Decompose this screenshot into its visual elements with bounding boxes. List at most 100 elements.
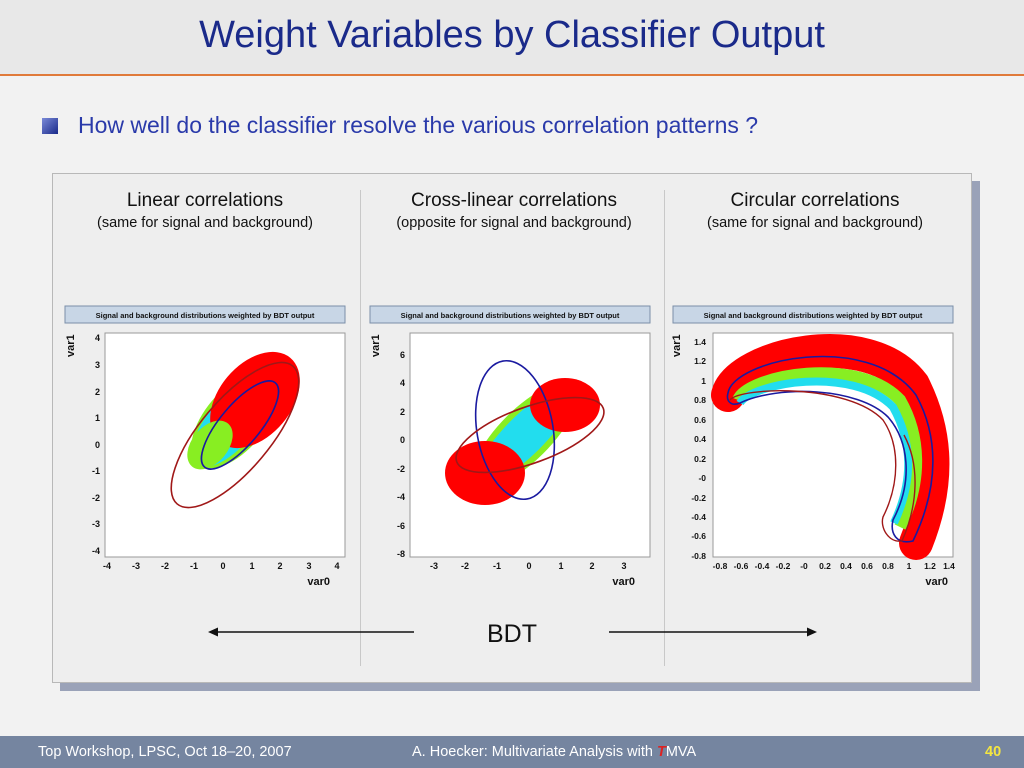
plot-header-box bbox=[672, 305, 954, 324]
column-subtitle: (same for signal and background) bbox=[706, 215, 923, 231]
contour-background bbox=[729, 390, 916, 542]
x-tick-label: 3 bbox=[306, 561, 311, 571]
x-tick-label: 1.4 bbox=[943, 561, 955, 571]
y-tick-label: -2 bbox=[397, 464, 405, 474]
x-tick-label: 0 bbox=[526, 561, 531, 571]
y-tick-label: -4 bbox=[92, 546, 100, 556]
footer-event: Top Workshop, LPSC, Oct 18–20, 2007 bbox=[38, 744, 292, 760]
x-axis-label: var0 bbox=[612, 576, 635, 588]
y-tick-label: 1 bbox=[701, 376, 706, 386]
left-arrow-icon bbox=[208, 627, 414, 637]
footer: Top Workshop, LPSC, Oct 18–20, 2007 A. H… bbox=[0, 736, 1024, 768]
x-axis-label: var0 bbox=[307, 576, 330, 588]
y-axis-label: var1 bbox=[671, 334, 683, 357]
contour-background bbox=[455, 396, 605, 474]
x-tick-label: 1.2 bbox=[924, 561, 936, 571]
plot-header-box bbox=[369, 305, 651, 324]
plot-header-text: Signal and background distributions weig… bbox=[96, 311, 315, 320]
contour-signal bbox=[726, 355, 934, 543]
y-tick-label: 4 bbox=[400, 378, 405, 388]
column-divider bbox=[664, 190, 665, 666]
x-tick-label: -0.6 bbox=[734, 561, 749, 571]
bullet-text: How well do the classifier resolve the v… bbox=[78, 112, 759, 138]
x-tick-label: 1 bbox=[558, 561, 563, 571]
y-tick-label: -4 bbox=[397, 492, 405, 502]
y-tick-label: 0.8 bbox=[694, 395, 706, 405]
x-tick-label: 3 bbox=[621, 561, 626, 571]
footer-author: A. Hoecker: Multivariate Analysis with T… bbox=[412, 744, 696, 760]
plot-cross-linear: Signal and background distributions weig… bbox=[369, 305, 651, 588]
y-tick-label: 2 bbox=[95, 387, 100, 397]
column-divider bbox=[360, 190, 361, 666]
column-subtitle: (same for signal and background) bbox=[96, 215, 313, 231]
right-arrow-icon bbox=[609, 627, 817, 637]
y-tick-label: 0.6 bbox=[694, 415, 706, 425]
y-tick-label: -0 bbox=[698, 473, 706, 483]
y-axis-label: var1 bbox=[65, 334, 77, 357]
y-axis-label: var1 bbox=[370, 334, 382, 357]
page-number: 40 bbox=[985, 744, 1002, 760]
x-tick-label: -2 bbox=[461, 561, 469, 571]
contour-signal bbox=[474, 359, 556, 501]
x-tick-label: -3 bbox=[430, 561, 438, 571]
x-tick-label: 0.4 bbox=[840, 561, 852, 571]
y-tick-label: 2 bbox=[400, 407, 405, 417]
x-tick-label: -4 bbox=[103, 561, 111, 571]
y-tick-label: 3 bbox=[95, 360, 100, 370]
y-tick-label: -3 bbox=[92, 519, 100, 529]
x-tick-label: -2 bbox=[161, 561, 169, 571]
x-tick-label: 1 bbox=[907, 561, 912, 571]
column-header-cross-linear: Cross-linear correlations (opposite for … bbox=[364, 190, 664, 231]
column-title: Linear correlations bbox=[126, 190, 284, 211]
y-tick-label: 1 bbox=[95, 413, 100, 423]
x-tick-label: 0.6 bbox=[861, 561, 873, 571]
x-tick-label: -0.8 bbox=[713, 561, 728, 571]
y-tick-label: 0.2 bbox=[694, 454, 706, 464]
contour-signal bbox=[200, 380, 280, 470]
plot-header-text: Signal and background distributions weig… bbox=[704, 311, 923, 320]
y-tick-label: -0.4 bbox=[691, 512, 706, 522]
plot-header-box bbox=[64, 305, 346, 324]
y-tick-label: 1.4 bbox=[694, 337, 706, 347]
plot-header-text: Signal and background distributions weig… bbox=[401, 311, 620, 320]
column-header-circular: Circular correlations (same for signal a… bbox=[665, 190, 965, 231]
y-tick-label: 0 bbox=[400, 435, 405, 445]
bdt-label: BDT bbox=[487, 620, 537, 648]
x-tick-label: -0.4 bbox=[755, 561, 770, 571]
y-tick-label: -0.8 bbox=[691, 551, 706, 561]
plot-linear: Signal and background distributions weig… bbox=[64, 305, 346, 588]
bullet-row: How well do the classifier resolve the v… bbox=[42, 112, 758, 139]
y-tick-label: 6 bbox=[400, 350, 405, 360]
x-tick-label: 0.2 bbox=[819, 561, 831, 571]
x-tick-label: -3 bbox=[132, 561, 140, 571]
footer-tmva-suffix: MVA bbox=[665, 744, 697, 760]
y-tick-label: -0.2 bbox=[691, 493, 706, 503]
contour-background bbox=[170, 361, 300, 509]
y-tick-label: -6 bbox=[397, 521, 405, 531]
y-tick-label: 0.4 bbox=[694, 434, 706, 444]
x-tick-label: -0.2 bbox=[776, 561, 791, 571]
x-tick-label: 0 bbox=[220, 561, 225, 571]
plot-circular: Signal and background distributions weig… bbox=[671, 305, 955, 588]
x-tick-label: 1 bbox=[249, 561, 254, 571]
column-title: Cross-linear correlations bbox=[411, 190, 617, 211]
slide-title: Weight Variables by Classifier Output bbox=[199, 14, 825, 56]
x-tick-label: 2 bbox=[277, 561, 282, 571]
column-header-linear: Linear correlations (same for signal and… bbox=[55, 190, 355, 231]
x-tick-label: -0 bbox=[800, 561, 808, 571]
column-title: Circular correlations bbox=[730, 190, 900, 211]
x-tick-label: 0.8 bbox=[882, 561, 894, 571]
footer-tmva-t: T bbox=[656, 744, 666, 760]
x-tick-label: -1 bbox=[190, 561, 198, 571]
y-tick-label: -8 bbox=[397, 549, 405, 559]
bullet-square-icon bbox=[42, 117, 58, 134]
y-tick-label: -2 bbox=[92, 493, 100, 503]
x-tick-label: 2 bbox=[589, 561, 594, 571]
density-distribution bbox=[187, 351, 300, 470]
title-bar: Weight Variables by Classifier Output bbox=[0, 0, 1024, 76]
x-tick-label: -1 bbox=[493, 561, 501, 571]
x-axis-label: var0 bbox=[925, 576, 948, 588]
y-tick-label: -0.6 bbox=[691, 531, 706, 541]
footer-author-prefix: A. Hoecker: Multivariate Analysis with bbox=[412, 744, 657, 760]
x-tick-label: 4 bbox=[334, 561, 339, 571]
